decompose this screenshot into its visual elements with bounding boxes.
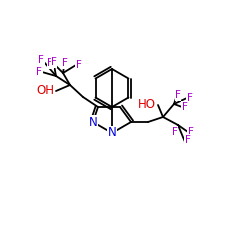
Text: F: F (76, 60, 82, 70)
Text: OH: OH (36, 84, 54, 98)
Text: F: F (62, 58, 68, 68)
Text: F: F (182, 102, 188, 112)
Text: F: F (172, 127, 178, 137)
Text: F: F (185, 135, 191, 145)
Text: HO: HO (138, 98, 156, 112)
Text: N: N (88, 116, 98, 128)
Text: F: F (36, 67, 42, 77)
Text: F: F (188, 127, 194, 137)
Text: F: F (187, 93, 193, 103)
Text: N: N (108, 126, 116, 140)
Text: F: F (38, 55, 44, 65)
Text: F: F (47, 58, 53, 68)
Text: F: F (51, 57, 57, 67)
Text: F: F (175, 90, 181, 100)
